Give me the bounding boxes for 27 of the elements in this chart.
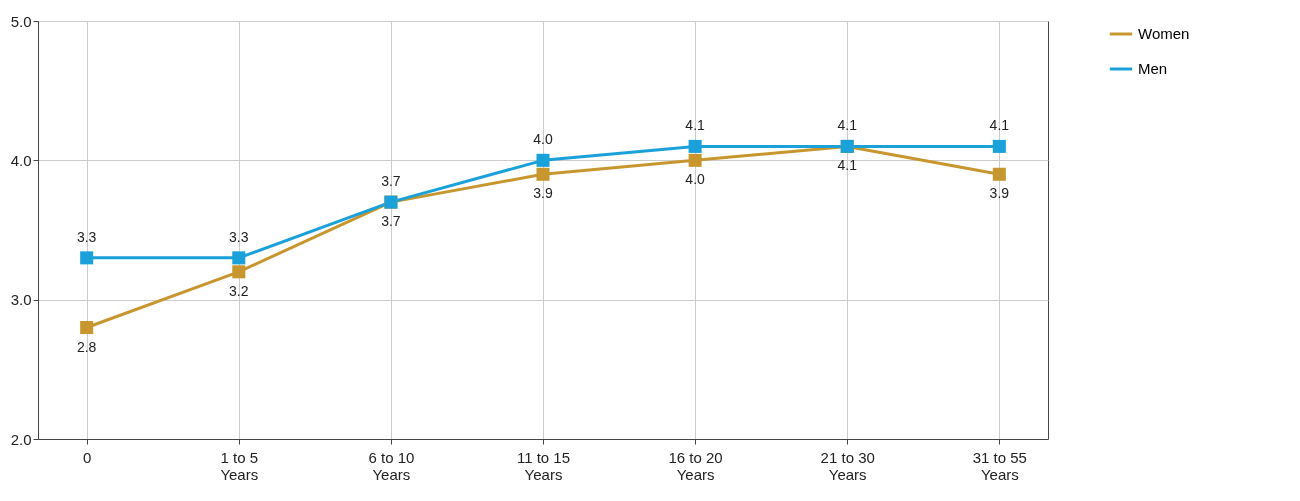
x-tick-label: 11 to 15 Years <box>516 448 571 483</box>
y-tick-label: 4.0 <box>10 151 32 169</box>
data-label: 4.1 <box>837 157 858 174</box>
data-label: 3.7 <box>381 173 401 190</box>
y-tick-label: 5.0 <box>10 12 32 30</box>
data-label: 3.3 <box>76 228 97 245</box>
data-label: 3.7 <box>381 213 401 230</box>
y-tick-label: 2.0 <box>10 430 32 448</box>
data-label: 4.1 <box>989 117 1010 134</box>
y-tick-label: 3.0 <box>10 291 32 309</box>
data-label: 3.3 <box>229 228 249 245</box>
x-tick-label: 31 to 55 Years <box>972 448 1027 483</box>
legend-label: Men <box>1138 60 1168 77</box>
legend-label: Women <box>1138 25 1190 42</box>
x-tick-label: 21 to 30 Years <box>820 448 875 483</box>
data-label: 3.9 <box>533 185 553 202</box>
x-tick-label: 1 to 5 Years <box>220 448 259 483</box>
x-tick-label: 16 to 20 Years <box>668 448 723 483</box>
data-label: 4.0 <box>533 131 553 148</box>
data-label: 3.2 <box>229 282 249 299</box>
data-label: 3.9 <box>989 185 1010 202</box>
data-label: 4.1 <box>685 117 706 134</box>
x-tick-label: 0 <box>83 448 92 466</box>
x-tick-label: 6 to 10 Years <box>368 448 415 483</box>
data-label: 4.0 <box>685 171 706 188</box>
data-label: 4.1 <box>837 117 858 134</box>
data-label: 2.8 <box>76 338 97 355</box>
